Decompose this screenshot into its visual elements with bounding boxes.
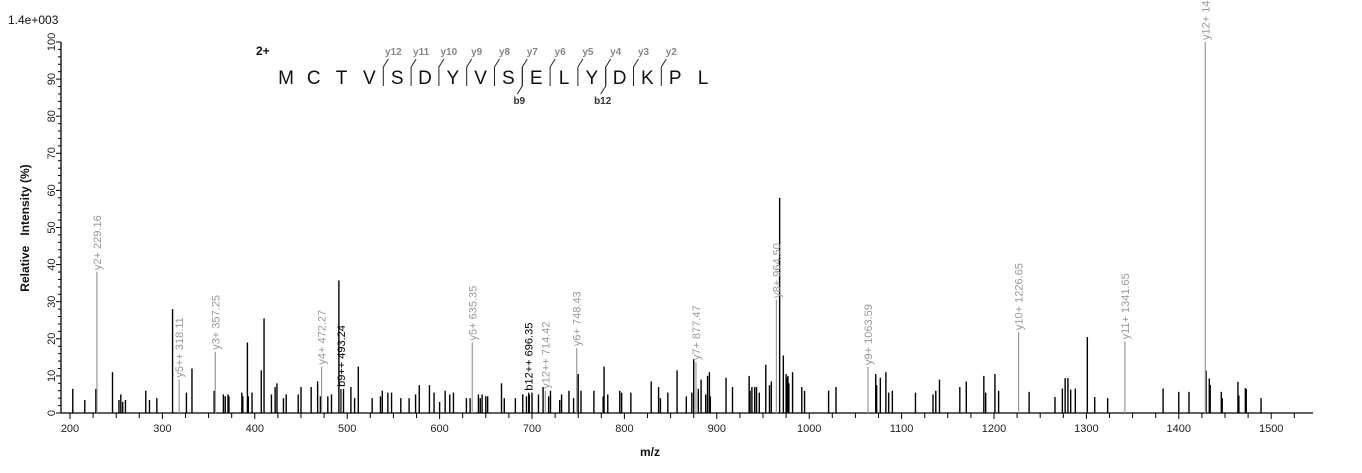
annotated-peak-label: y9+ 1063.59 bbox=[863, 304, 875, 365]
annotated-peak-label: y10+ 1226.65 bbox=[1014, 263, 1026, 330]
x-tick-label: 1200 bbox=[982, 423, 1006, 435]
y-fragment-label: y10 bbox=[441, 47, 458, 58]
axes: 200 300 400 500 600 700 800 900 1000 1100 1200 1300… bbox=[46, 33, 1313, 435]
y-fragment-marker bbox=[633, 58, 639, 86]
intensity-scale-label: 1.4e+003 bbox=[8, 13, 59, 27]
annotated-peak-label: y5+ 635.35 bbox=[467, 286, 479, 341]
annotated-peak-label: y12++ 714.42 bbox=[540, 321, 552, 388]
y-fragment-marker bbox=[660, 58, 667, 86]
y-tick-label: 10 bbox=[46, 370, 58, 382]
y-tick-label: 90 bbox=[46, 73, 58, 85]
sequence-residue: V bbox=[363, 68, 376, 89]
y-fragment-marker bbox=[549, 58, 556, 86]
annotated-peak-label: y7+ 877.47 bbox=[691, 305, 703, 360]
sequence-residue: K bbox=[641, 68, 654, 89]
y-fragment-marker bbox=[438, 58, 445, 86]
sequence-residue: D bbox=[418, 68, 432, 89]
y-fragment-label: y9 bbox=[471, 47, 483, 58]
y-fragment-marker bbox=[494, 58, 500, 86]
y-fragment-marker bbox=[605, 58, 612, 86]
sequence-residue: T bbox=[336, 68, 348, 89]
x-tick-label: 700 bbox=[523, 423, 541, 435]
x-tick-label: 600 bbox=[430, 423, 448, 435]
y-fragment-label: y4 bbox=[610, 47, 622, 58]
sequence-residue: Y bbox=[585, 68, 598, 89]
y-tick-label: 50 bbox=[46, 221, 58, 233]
annotated-peak-label: b12++ 696.35 bbox=[524, 323, 536, 391]
y-fragment-marker bbox=[382, 58, 389, 86]
x-tick-label: 800 bbox=[615, 423, 633, 435]
x-tick-label: 300 bbox=[153, 423, 171, 435]
b-fragment-label: b12 bbox=[594, 96, 612, 107]
sequence-residue: C bbox=[307, 68, 321, 89]
sequence-residue: Y bbox=[446, 68, 459, 89]
y-tick-label: 20 bbox=[46, 333, 58, 345]
y-tick-label: 30 bbox=[46, 296, 58, 308]
annotated-peak-label: b9++ 493.24 bbox=[336, 325, 348, 387]
annotated-peak-label: y11+ 1341.65 bbox=[1120, 273, 1132, 339]
y-tick-label: 80 bbox=[46, 110, 58, 122]
y-fragment-label: y6 bbox=[555, 47, 567, 58]
sequence-residue: L bbox=[559, 68, 570, 89]
x-tick-label: 500 bbox=[338, 423, 356, 435]
x-tick-label: 1100 bbox=[890, 423, 914, 435]
x-tick-label: 900 bbox=[708, 423, 726, 435]
y-fragment-marker bbox=[410, 58, 417, 86]
sequence-residue: S bbox=[502, 68, 515, 89]
annotated-peak-label: y12+ 1428.69 bbox=[1200, 0, 1212, 40]
y-tick-label: 40 bbox=[46, 258, 58, 270]
y-axis-title: Relative Intensity (%) bbox=[18, 164, 32, 291]
x-tick-label: 400 bbox=[246, 423, 264, 435]
x-tick-label: 1300 bbox=[1074, 423, 1098, 435]
y-fragment-label: y7 bbox=[527, 47, 539, 58]
x-axis-title: m/z bbox=[640, 445, 660, 459]
annotated-peak-label: y5++ 318.11 bbox=[174, 317, 186, 377]
annotated-peak-label: y8+ 964.50 bbox=[771, 243, 783, 298]
b-fragment-marker bbox=[516, 67, 523, 95]
b-fragment-marker bbox=[600, 67, 607, 95]
sequence-residue: L bbox=[698, 68, 709, 89]
annotated-peak-label: y4+ 472.27 bbox=[317, 310, 329, 365]
y-fragment-marker bbox=[577, 58, 584, 86]
y-tick-label: 60 bbox=[46, 184, 58, 196]
peak-annotations: y2+ 229.16 y5++ 318.11 y3+ 357.25 y4+ 472.2… bbox=[92, 0, 1212, 413]
y-fragment-marker bbox=[521, 58, 528, 86]
y-fragment-marker bbox=[466, 58, 473, 86]
peaks bbox=[72, 197, 1262, 413]
annotated-peak-label: y3+ 357.25 bbox=[210, 295, 222, 350]
x-tick-label: 1500 bbox=[1259, 423, 1283, 435]
y-tick-label: 100 bbox=[46, 33, 58, 51]
x-tick-label: 200 bbox=[61, 423, 79, 435]
sequence-residue: E bbox=[530, 68, 543, 89]
y-tick-label: 70 bbox=[46, 147, 58, 159]
y-fragment-label: y5 bbox=[582, 47, 594, 58]
b-fragment-label: b9 bbox=[513, 96, 525, 107]
y-fragment-label: y8 bbox=[499, 47, 511, 58]
sequence-residue: P bbox=[669, 68, 682, 89]
sequence-residue: S bbox=[391, 68, 404, 89]
y-fragment-label: y12 bbox=[385, 47, 402, 58]
sequence-residue: D bbox=[613, 68, 627, 89]
y-fragment-label: y2 bbox=[666, 47, 678, 58]
y-fragment-label: y11 bbox=[413, 47, 430, 58]
annotated-peak-label: y2+ 229.16 bbox=[92, 215, 104, 270]
y-tick-label: 0 bbox=[46, 410, 58, 416]
x-tick-label: 1400 bbox=[1167, 423, 1191, 435]
sequence-residue: M bbox=[278, 68, 294, 89]
precursor-charge: 2+ bbox=[256, 44, 270, 58]
y-fragment-label: y3 bbox=[638, 47, 650, 58]
x-tick-label: 1000 bbox=[797, 423, 821, 435]
sequence-residue: V bbox=[474, 68, 487, 89]
annotated-peak-label: y6+ 748.43 bbox=[572, 291, 584, 346]
